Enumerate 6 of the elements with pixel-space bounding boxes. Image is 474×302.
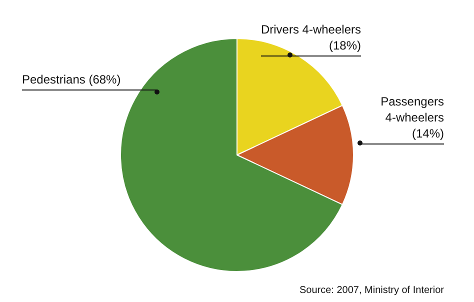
- slice-label: Passengers 4-wheelers: [380, 94, 444, 124]
- slice-label: Drivers 4-wheelers: [260, 22, 361, 36]
- data-label: (14%): [412, 126, 444, 140]
- data-label: (18%): [328, 38, 361, 52]
- source-note: Source: 2007, Ministry of Interior: [299, 284, 445, 296]
- slice-label: Pedestrians (68%): [22, 72, 121, 86]
